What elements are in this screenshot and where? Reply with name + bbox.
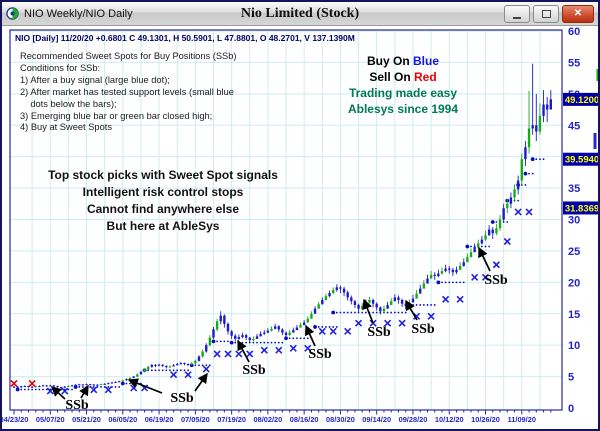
svg-text:10/26/20: 10/26/20 <box>471 415 500 424</box>
svg-text:05/07/20: 05/07/20 <box>36 415 65 424</box>
svg-text:06/19/20: 06/19/20 <box>145 415 174 424</box>
svg-text:08/16/20: 08/16/20 <box>290 415 319 424</box>
svg-text:SSb: SSb <box>411 322 435 337</box>
price-tags: 49.1200 39.5940 31.8369 <box>563 92 599 215</box>
grid-lines <box>10 30 562 410</box>
close-icon: ✕ <box>573 8 583 19</box>
svg-text:10/12/20: 10/12/20 <box>435 415 464 424</box>
svg-text:08/02/20: 08/02/20 <box>253 415 282 424</box>
margin-ticks <box>593 69 598 149</box>
svg-text:15: 15 <box>568 309 580 321</box>
minimize-icon <box>513 16 521 19</box>
price-bars <box>12 63 552 389</box>
ssb-conditions-text: Recommended Sweet Spots for Buy Position… <box>20 51 237 133</box>
restore-button[interactable] <box>533 5 559 23</box>
svg-text:5: 5 <box>568 372 574 384</box>
pitch-text: Top stock picks with Sweet Spot signals … <box>48 168 278 233</box>
svg-text:25: 25 <box>568 246 580 258</box>
x-axis[interactable]: 04/23/20 05/07/20 05/21/20 06/05/20 06/19/20… <box>2 410 552 424</box>
svg-text:SSb: SSb <box>65 398 89 413</box>
svg-text:11/09/20: 11/09/20 <box>508 415 536 424</box>
svg-text:06/05/20: 06/05/20 <box>108 415 137 424</box>
chart-frame <box>9 29 563 411</box>
svg-text:35: 35 <box>568 183 580 195</box>
svg-text:09/28/20: 09/28/20 <box>399 415 428 424</box>
y-axis[interactable]: 051015202530354045505560 <box>568 26 580 415</box>
svg-text:30: 30 <box>568 215 580 227</box>
svg-text:39.5940: 39.5940 <box>565 155 599 166</box>
slogan-tagline: Trading made easy <box>348 86 458 100</box>
quote-line: NIO [Daily] 11/20/20 +0.6801 C 49.1301, … <box>15 33 355 43</box>
svg-text:55: 55 <box>568 57 580 69</box>
svg-text:20: 20 <box>568 277 580 289</box>
app-logo-icon <box>6 7 19 20</box>
window-controls: ✕ <box>504 5 594 23</box>
svg-text:SSb: SSb <box>242 363 266 378</box>
restore-icon <box>541 10 551 18</box>
svg-text:SSb: SSb <box>170 391 194 406</box>
svg-text:SSb: SSb <box>484 273 508 288</box>
svg-text:05/21/20: 05/21/20 <box>72 415 101 424</box>
window-title: NIO Weekly/NIO Daily <box>24 7 133 20</box>
svg-text:SSb: SSb <box>367 325 391 340</box>
svg-text:31.8369: 31.8369 <box>565 203 599 214</box>
svg-text:45: 45 <box>568 120 580 132</box>
slogan-brand: Ablesys since 1994 <box>347 102 459 116</box>
svg-text:60: 60 <box>568 26 580 38</box>
slogan-sell: Sell On Red <box>369 70 437 84</box>
minimize-button[interactable] <box>504 5 530 23</box>
svg-text:10: 10 <box>568 340 580 352</box>
svg-text:07/05/20: 07/05/20 <box>181 415 210 424</box>
slogan-buy: Buy On Blue <box>366 54 440 68</box>
ssb-annotations: SSb SSb SSb SSb SSb SSb SSb <box>51 246 508 413</box>
svg-text:04/23/20: 04/23/20 <box>2 415 28 424</box>
stop-x-marks <box>10 208 533 395</box>
svg-text:0: 0 <box>568 403 574 415</box>
slogan-block: Buy On Blue Sell On Red Trading made eas… <box>332 53 474 117</box>
svg-text:09/14/20: 09/14/20 <box>362 415 391 424</box>
svg-text:08/30/20: 08/30/20 <box>326 415 355 424</box>
svg-text:07/19/20: 07/19/20 <box>217 415 246 424</box>
svg-text:SSb: SSb <box>308 347 332 362</box>
svg-text:49.1200: 49.1200 <box>565 95 599 106</box>
close-button[interactable]: ✕ <box>562 5 594 23</box>
